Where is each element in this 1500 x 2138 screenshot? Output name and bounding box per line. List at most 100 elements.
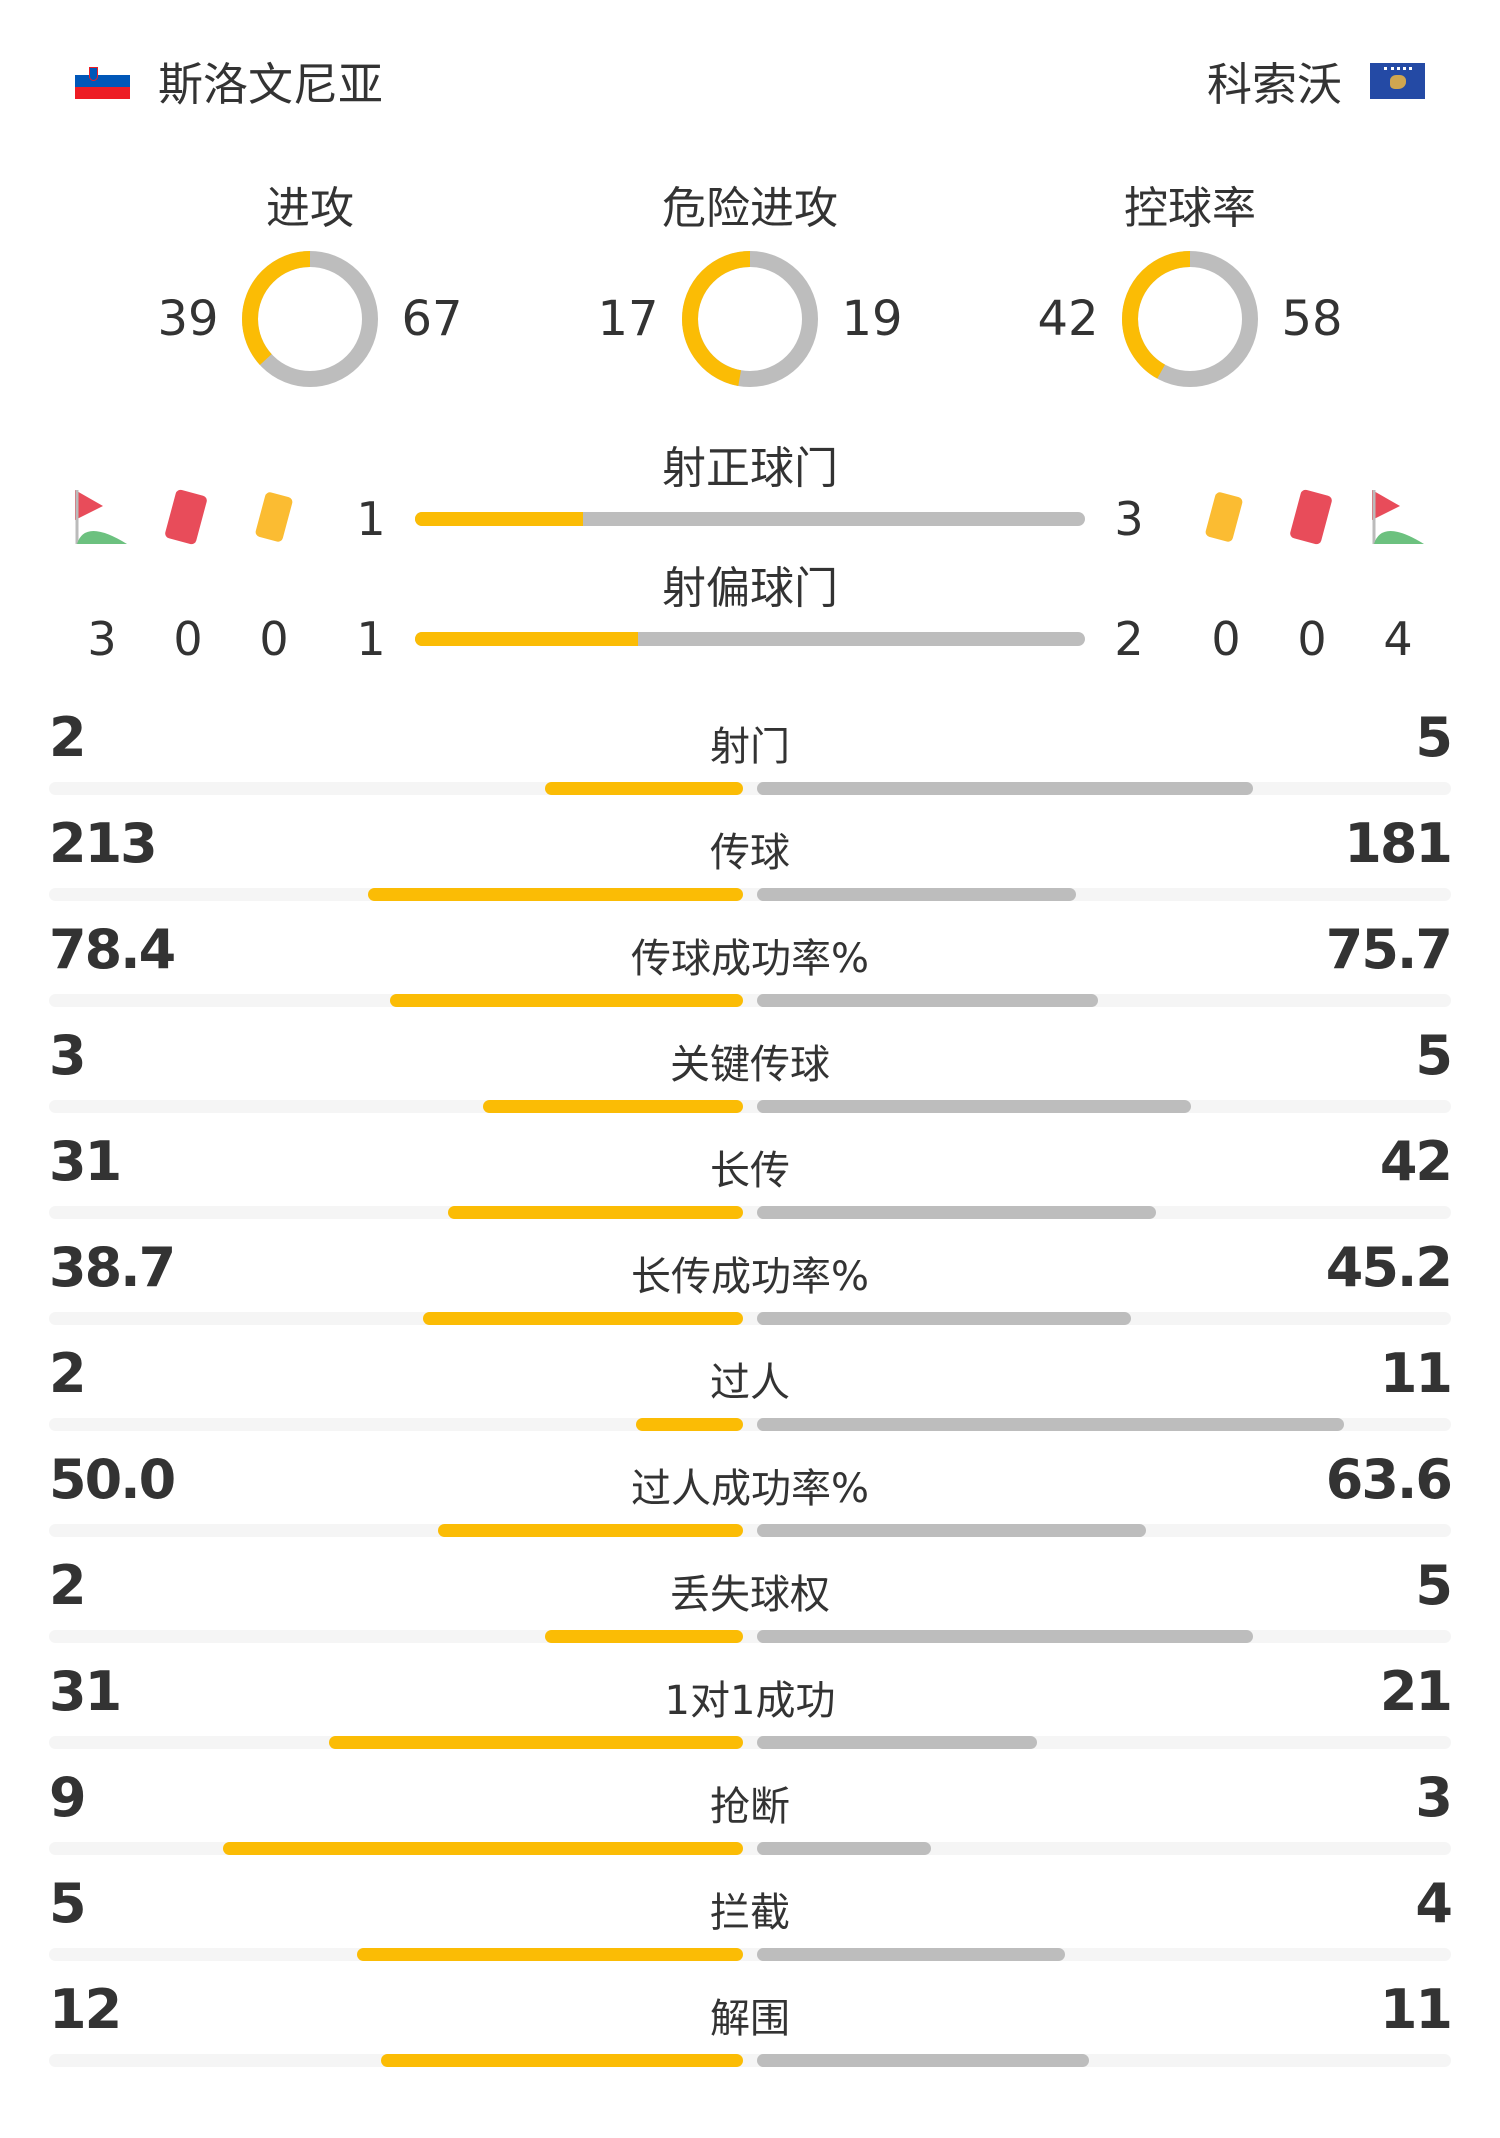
donut-home-arc [242, 251, 378, 387]
stat-home-bar [222, 1842, 743, 1855]
stat-track [49, 1100, 1451, 1113]
stat-home-bar [448, 1206, 743, 1219]
home-team: 斯洛文尼亚 [75, 48, 383, 113]
stat-track [49, 994, 1451, 1007]
away-shots-off: 2 [1114, 612, 1144, 666]
donut-title: 危险进攻 [662, 183, 838, 234]
stat-row: 2 射门 5 [49, 706, 1453, 812]
stat-home-value: 5 [49, 1872, 87, 1935]
donut-title: 控球率 [1124, 183, 1256, 234]
donut-home-value: 39 [157, 291, 219, 347]
stat-home-bar [357, 1948, 743, 1961]
shots-on-target-bar [415, 512, 1085, 526]
shots-off-target-bar [415, 632, 1085, 646]
stat-row: 12 解围 11 [49, 1978, 1453, 2084]
shots-off-target-label: 射偏球门 [662, 563, 838, 614]
stat-label: 射门 [710, 724, 790, 770]
stat-away-bar [757, 1206, 1157, 1219]
stat-label: 长传成功率% [630, 1254, 870, 1300]
stat-away-bar [757, 2054, 1089, 2067]
stat-away-value: 11 [1379, 1342, 1453, 1405]
stat-away-bar [757, 994, 1098, 1007]
red-card-icon [165, 489, 207, 545]
corner-flag-icon [75, 490, 127, 544]
stat-label: 抢断 [710, 1784, 790, 1830]
stat-home-bar [389, 994, 743, 1007]
stat-row: 38.7 长传成功率% 45.2 [49, 1236, 1453, 1342]
stat-track [49, 888, 1451, 901]
stat-row: 9 抢断 3 [49, 1766, 1453, 1872]
stat-row: 2 过人 11 [49, 1342, 1453, 1448]
stat-home-value: 2 [49, 706, 87, 769]
stat-label: 丢失球权 [670, 1572, 830, 1618]
stat-away-bar [757, 782, 1253, 795]
stat-away-bar [757, 1100, 1191, 1113]
stat-label: 解围 [710, 1996, 790, 2042]
stat-track [49, 1206, 1451, 1219]
stat-home-value: 12 [49, 1978, 122, 2041]
shots-on-target-label: 射正球门 [662, 443, 838, 494]
donut-home-arc [682, 251, 818, 387]
away-corners: 4 [1383, 612, 1413, 666]
home-shots-off: 1 [356, 612, 386, 666]
stat-away-value: 3 [1415, 1766, 1453, 1829]
donut-chart [682, 251, 818, 387]
stat-row: 2 丢失球权 5 [49, 1554, 1453, 1660]
stat-away-value: 5 [1415, 706, 1453, 769]
stat-label: 拦截 [710, 1890, 790, 1936]
stat-label: 关键传球 [670, 1042, 830, 1088]
stat-row: 31 长传 42 [49, 1130, 1453, 1236]
stat-row: 50.0 过人成功率% 63.6 [49, 1448, 1453, 1554]
stat-label: 长传 [710, 1148, 790, 1194]
stat-away-value: 181 [1344, 812, 1453, 875]
stat-label: 过人成功率% [630, 1466, 870, 1512]
away-team-name: 科索沃 [1206, 58, 1342, 111]
stat-home-bar [544, 782, 743, 795]
stat-row: 5 拦截 4 [49, 1872, 1453, 1978]
stat-home-value: 78.4 [49, 918, 176, 981]
stat-away-bar [757, 1630, 1253, 1643]
donut-home-arc [1122, 251, 1258, 387]
stat-home-bar [422, 1312, 743, 1325]
slovenia-flag-icon [75, 62, 130, 99]
stat-home-bar [367, 888, 743, 901]
stat-away-value: 5 [1415, 1554, 1453, 1617]
donut-away-value: 58 [1281, 291, 1343, 347]
red-card-icon [1290, 489, 1332, 545]
stat-track [49, 1736, 1451, 1749]
stat-away-value: 75.7 [1325, 918, 1453, 981]
stat-away-bar [757, 1736, 1038, 1749]
donut-away-value: 67 [401, 291, 463, 347]
donut-chart [242, 251, 378, 387]
stat-track [49, 1312, 1451, 1325]
stat-away-bar [757, 1418, 1345, 1431]
away-yellow-cards: 0 [1211, 612, 1241, 666]
stat-home-bar [437, 1524, 743, 1537]
yellow-card-icon [1205, 492, 1243, 542]
donut-title: 进攻 [266, 183, 354, 234]
stat-home-value: 2 [49, 1342, 87, 1405]
stat-home-bar [636, 1418, 743, 1431]
away-red-cards: 0 [1297, 612, 1327, 666]
stat-away-value: 4 [1415, 1872, 1453, 1935]
stat-label: 传球 [710, 830, 790, 876]
home-shots-on: 1 [356, 492, 386, 546]
stat-home-value: 38.7 [49, 1236, 176, 1299]
home-corners: 3 [87, 612, 117, 666]
home-red-cards: 0 [173, 612, 203, 666]
away-team: 科索沃 [1207, 48, 1425, 113]
stat-home-bar [329, 1736, 743, 1749]
stat-away-value: 42 [1379, 1130, 1453, 1193]
stat-home-bar [482, 1100, 743, 1113]
stat-row: 213 传球 181 [49, 812, 1453, 918]
stat-home-bar [544, 1630, 743, 1643]
stat-away-value: 63.6 [1325, 1448, 1453, 1511]
stat-away-value: 11 [1379, 1978, 1453, 2041]
stat-away-bar [757, 888, 1076, 901]
yellow-card-icon [255, 492, 293, 542]
home-team-name: 斯洛文尼亚 [158, 58, 384, 111]
stat-away-bar [757, 1312, 1131, 1325]
stat-home-value: 31 [49, 1130, 122, 1193]
stat-track [49, 2054, 1451, 2067]
away-shots-on: 3 [1114, 492, 1144, 546]
